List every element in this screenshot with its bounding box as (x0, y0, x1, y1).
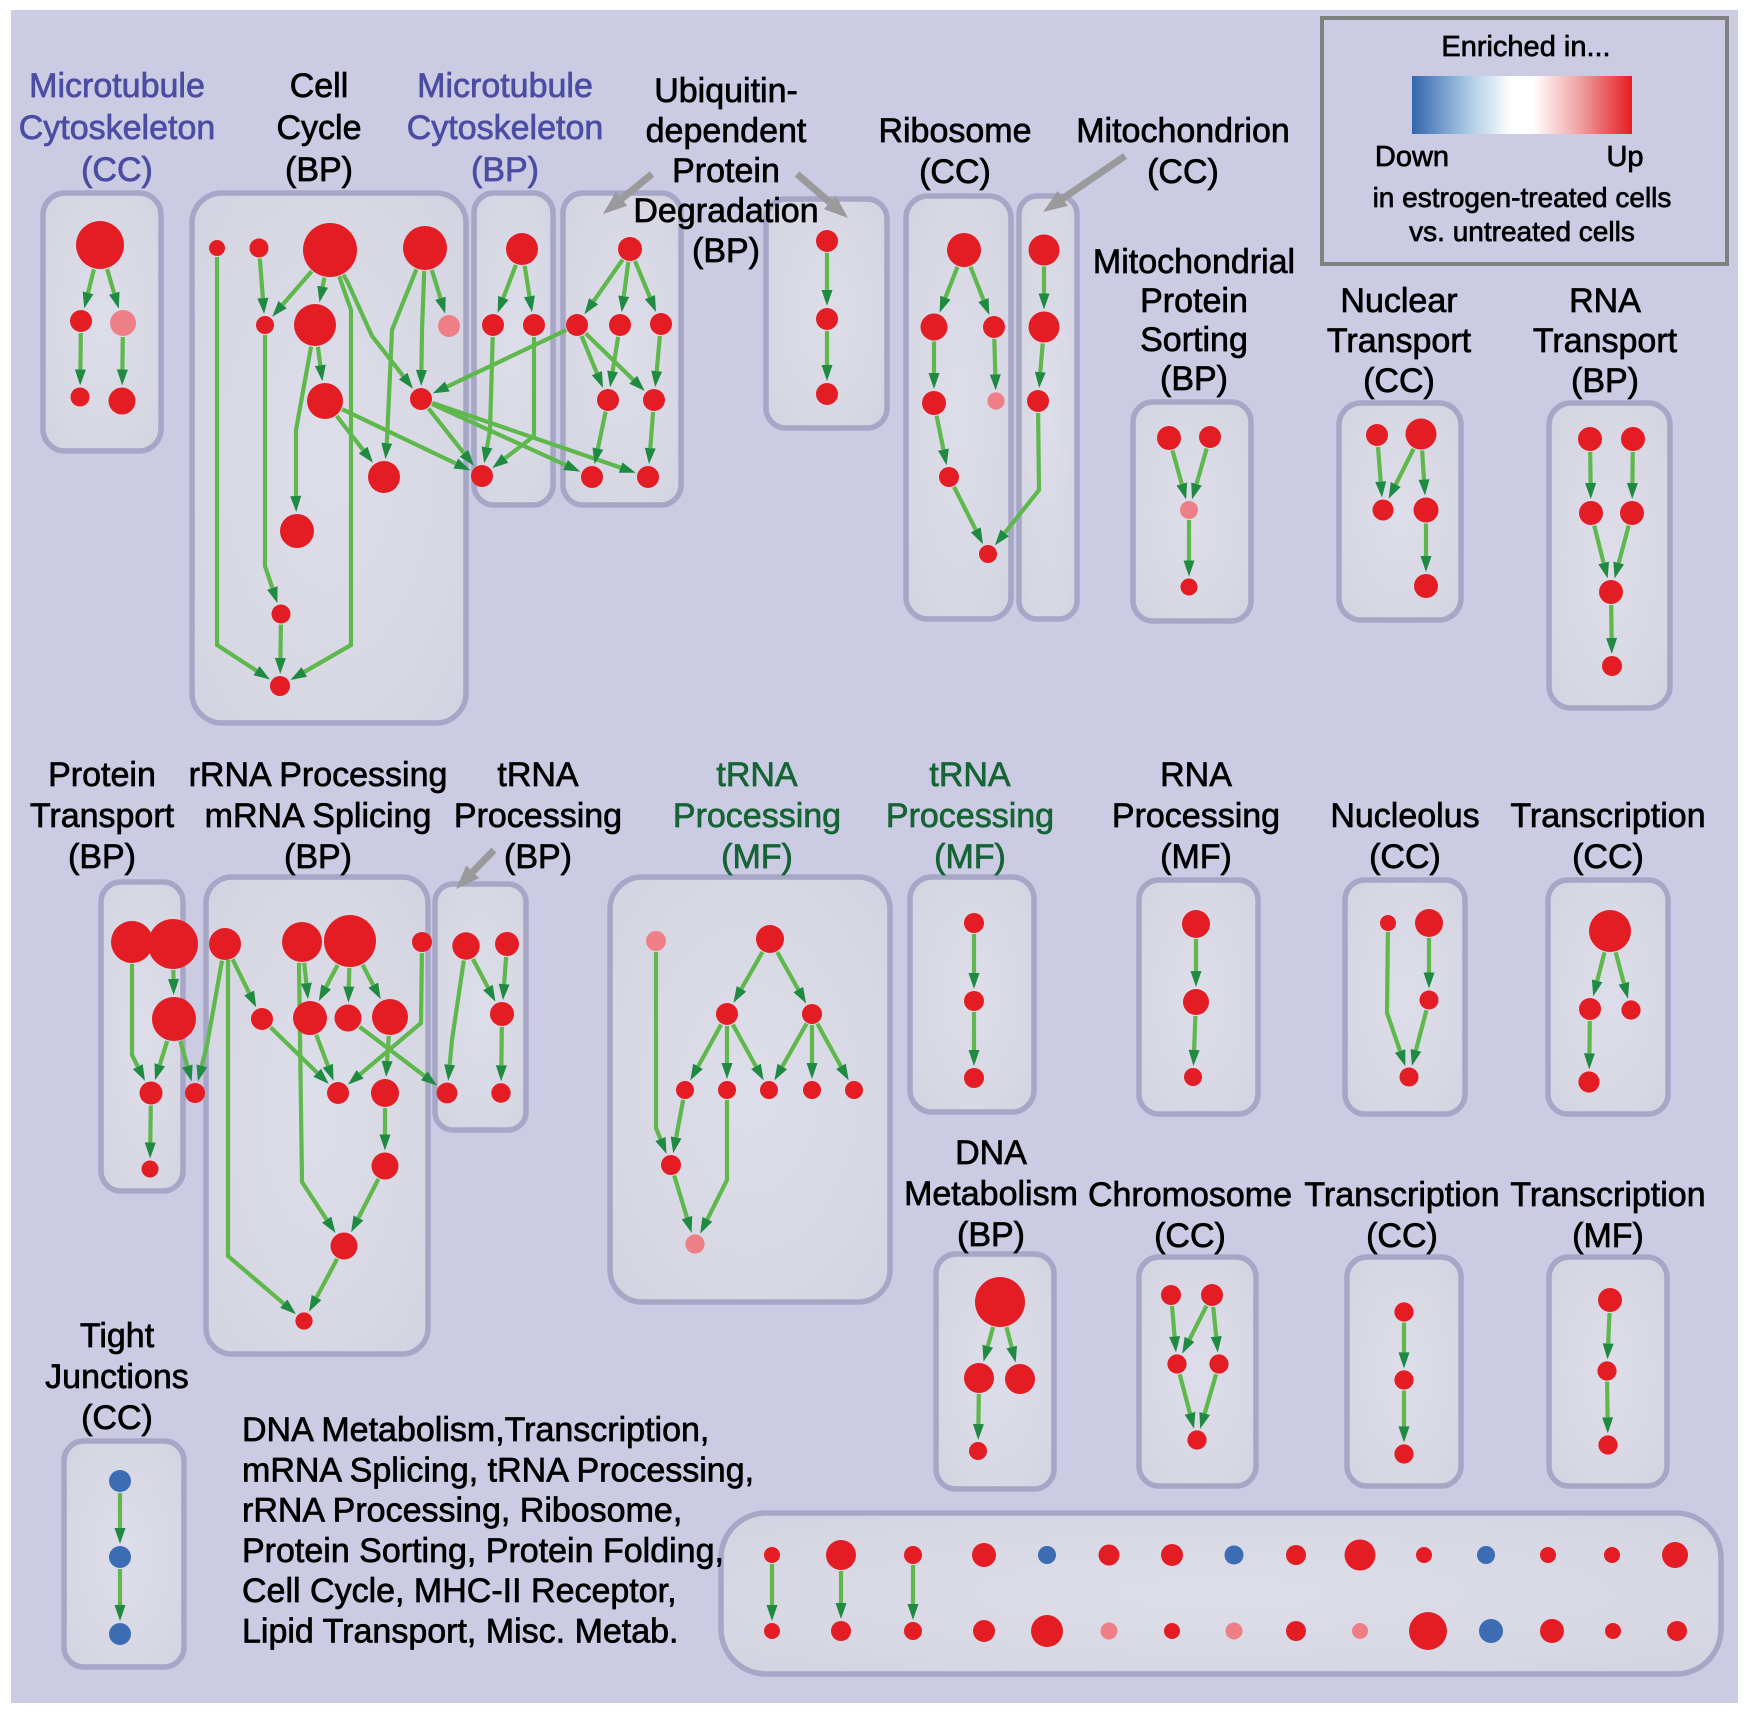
svg-text:Processing: Processing (454, 797, 622, 835)
svg-text:Protein: Protein (1140, 282, 1248, 320)
svg-text:DNA: DNA (955, 1134, 1027, 1172)
svg-text:RNA: RNA (1569, 282, 1641, 320)
svg-text:Enriched in...: Enriched in... (1441, 31, 1610, 63)
svg-text:Cycle: Cycle (276, 109, 361, 147)
svg-text:(CC): (CC) (1369, 838, 1441, 876)
svg-text:Cell Cycle, MHC-II Receptor,: Cell Cycle, MHC-II Receptor, (242, 1572, 677, 1610)
svg-text:mRNA Splicing: mRNA Splicing (205, 797, 432, 835)
svg-text:Lipid Transport, Misc. Metab.: Lipid Transport, Misc. Metab. (242, 1613, 679, 1651)
svg-text:Cytoskeleton: Cytoskeleton (19, 109, 216, 147)
svg-text:(CC): (CC) (1363, 362, 1435, 400)
svg-text:Junctions: Junctions (45, 1358, 189, 1396)
svg-text:(CC): (CC) (81, 1399, 153, 1437)
svg-text:Microtubule: Microtubule (29, 67, 205, 105)
svg-text:(CC): (CC) (1147, 153, 1219, 191)
svg-text:Transport: Transport (1533, 322, 1678, 360)
svg-text:(MF): (MF) (1160, 838, 1232, 876)
svg-text:Tight: Tight (80, 1317, 155, 1355)
svg-text:(BP): (BP) (957, 1216, 1025, 1254)
svg-text:tRNA: tRNA (716, 756, 798, 794)
svg-text:Ribosome: Ribosome (878, 112, 1031, 150)
svg-text:Sorting: Sorting (1140, 321, 1248, 359)
svg-text:Processing: Processing (1112, 797, 1280, 835)
svg-text:(BP): (BP) (692, 232, 760, 270)
svg-text:Mitochondrion: Mitochondrion (1076, 112, 1290, 150)
svg-text:vs. untreated cells: vs. untreated cells (1409, 216, 1635, 247)
svg-text:tRNA: tRNA (929, 756, 1011, 794)
svg-text:(BP): (BP) (284, 838, 352, 876)
svg-text:Transcription: Transcription (1510, 1176, 1705, 1214)
svg-text:Nuclear: Nuclear (1340, 282, 1457, 320)
svg-text:rRNA Processing: rRNA Processing (189, 756, 448, 794)
svg-text:(BP): (BP) (504, 838, 572, 876)
svg-text:(CC): (CC) (1154, 1217, 1226, 1255)
svg-text:Chromosome: Chromosome (1088, 1176, 1292, 1214)
svg-text:Metabolism: Metabolism (904, 1175, 1078, 1213)
svg-text:Transcription: Transcription (1304, 1176, 1499, 1214)
svg-text:Transport: Transport (30, 797, 175, 835)
svg-text:(CC): (CC) (919, 153, 991, 191)
svg-text:tRNA: tRNA (497, 756, 579, 794)
svg-text:Up: Up (1606, 141, 1643, 173)
svg-text:Cell: Cell (290, 67, 349, 105)
svg-text:RNA: RNA (1160, 756, 1232, 794)
svg-text:(CC): (CC) (1572, 838, 1644, 876)
svg-text:Processing: Processing (886, 797, 1054, 835)
svg-text:(BP): (BP) (1571, 362, 1639, 400)
svg-text:Processing: Processing (673, 797, 841, 835)
svg-text:(MF): (MF) (721, 838, 793, 876)
svg-text:(MF): (MF) (934, 838, 1006, 876)
svg-text:(CC): (CC) (81, 151, 153, 189)
svg-text:Transcription: Transcription (1510, 797, 1705, 835)
svg-text:(BP): (BP) (68, 838, 136, 876)
svg-text:Cytoskeleton: Cytoskeleton (407, 109, 604, 147)
svg-text:Down: Down (1375, 141, 1449, 173)
svg-text:(BP): (BP) (1160, 360, 1228, 398)
svg-text:DNA Metabolism,Transcription,: DNA Metabolism,Transcription, (242, 1411, 709, 1449)
svg-text:Ubiquitin-: Ubiquitin- (654, 72, 798, 110)
svg-text:mRNA Splicing, tRNA Processing: mRNA Splicing, tRNA Processing, (242, 1451, 754, 1489)
svg-text:Transport: Transport (1327, 322, 1472, 360)
svg-text:dependent: dependent (646, 112, 807, 150)
svg-text:Microtubule: Microtubule (417, 67, 593, 105)
svg-text:Degradation: Degradation (633, 192, 818, 230)
svg-text:(MF): (MF) (1572, 1217, 1644, 1255)
svg-text:Protein: Protein (672, 152, 780, 190)
svg-text:Protein: Protein (48, 756, 156, 794)
svg-text:Protein Sorting, Protein Foldi: Protein Sorting, Protein Folding, (242, 1532, 724, 1570)
svg-text:(BP): (BP) (285, 151, 353, 189)
svg-text:in estrogen-treated cells: in estrogen-treated cells (1373, 182, 1672, 213)
svg-text:Mitochondrial: Mitochondrial (1093, 243, 1295, 281)
svg-text:(CC): (CC) (1366, 1217, 1438, 1255)
svg-text:Nucleolus: Nucleolus (1330, 797, 1479, 835)
svg-text:(BP): (BP) (471, 151, 539, 189)
svg-text:rRNA Processing, Ribosome,: rRNA Processing, Ribosome, (242, 1492, 682, 1530)
